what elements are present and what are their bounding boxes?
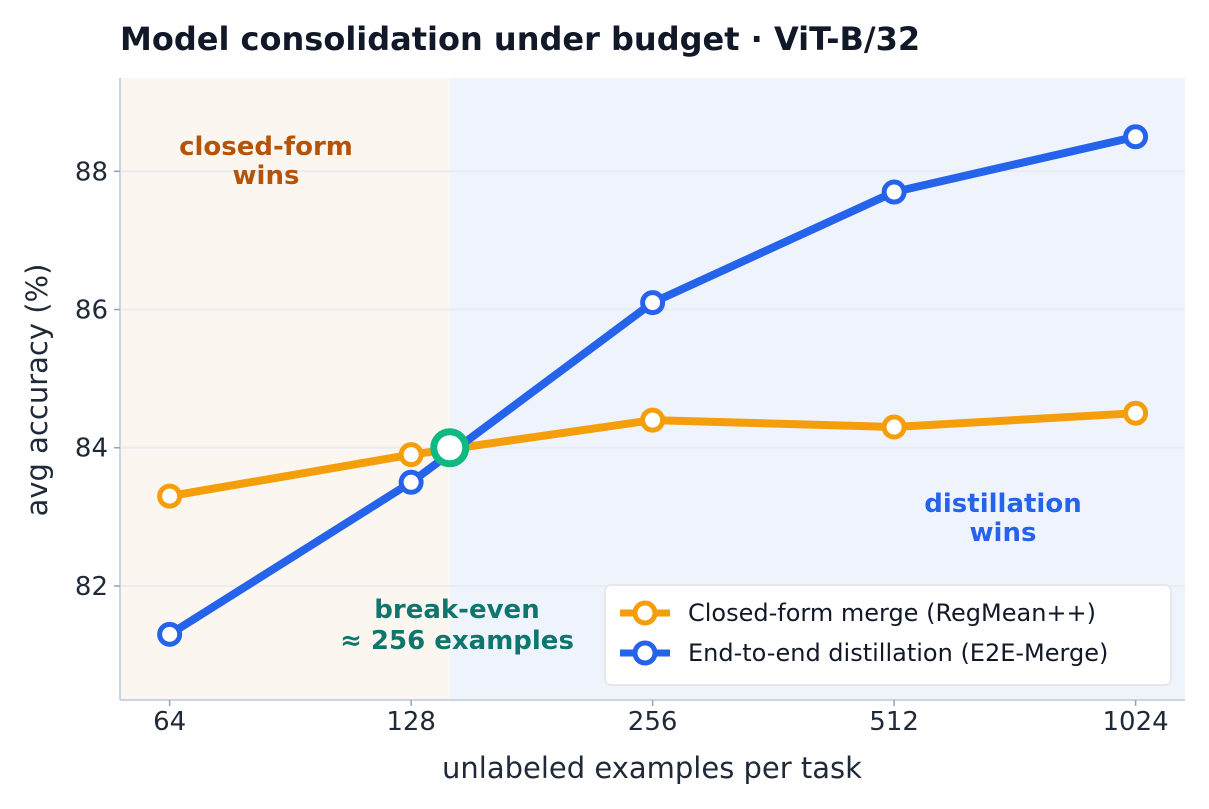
y-tick-label: 84 — [75, 434, 108, 464]
legend-box — [604, 584, 1172, 686]
y-axis-label: avg accuracy (%) — [20, 264, 54, 517]
region-label-0: wins — [233, 161, 300, 191]
data-point-1-2 — [640, 290, 666, 316]
series-group — [157, 124, 1149, 647]
x-tick-label: 1024 — [1103, 707, 1169, 737]
data-point-0-3 — [881, 414, 907, 440]
data-point-1-0 — [157, 621, 183, 647]
y-tick-label: 82 — [75, 572, 108, 602]
region-label-0: closed-form — [179, 132, 353, 162]
chart-title: Model consolidation under budget · ViT-B… — [120, 20, 920, 58]
data-point-0-4 — [1123, 400, 1149, 426]
legend-swatch-marker-0 — [632, 600, 658, 626]
data-point-0-1 — [398, 442, 424, 468]
break-even-label: break-even — [374, 595, 539, 625]
annotations: closed-formwinsdistillationwinsbreak-eve… — [179, 132, 1082, 656]
x-tick-label: 256 — [628, 707, 678, 737]
region-label-1: wins — [970, 518, 1037, 548]
x-axis-ticks: 64 128 256 512 1024 — [153, 700, 1169, 737]
y-axis-ticks: 82 84 86 88 — [75, 157, 120, 602]
legend-label-1: End-to-end distillation (E2E-Merge) — [688, 639, 1108, 667]
y-tick-label: 86 — [75, 296, 108, 326]
region-label-1: distillation — [924, 489, 1081, 519]
data-point-0-2 — [640, 407, 666, 433]
x-axis-label: unlabeled examples per task — [442, 751, 862, 785]
break-even-label: ≈ 256 examples — [340, 626, 574, 656]
y-tick-label: 88 — [75, 157, 108, 187]
legend: Closed-form merge (RegMean++) End-to-end … — [604, 584, 1172, 686]
x-tick-label: 512 — [869, 707, 919, 737]
x-tick-label: 128 — [386, 707, 436, 737]
break-even-marker — [430, 428, 470, 468]
legend-swatch-marker-1 — [632, 640, 658, 666]
data-point-1-4 — [1123, 124, 1149, 150]
data-point-1-1 — [398, 469, 424, 495]
data-point-0-0 — [157, 483, 183, 509]
region-0 — [120, 78, 450, 700]
legend-label-0: Closed-form merge (RegMean++) — [688, 599, 1096, 627]
data-point-1-3 — [881, 179, 907, 205]
x-tick-label: 64 — [153, 707, 186, 737]
